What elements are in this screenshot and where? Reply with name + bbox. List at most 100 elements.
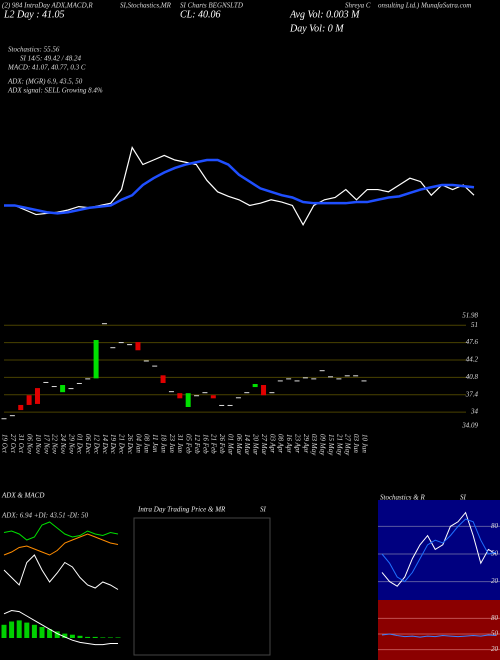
candle-body bbox=[118, 342, 124, 344]
candle-body bbox=[328, 376, 334, 378]
macd-bar bbox=[54, 631, 60, 638]
candle-body bbox=[311, 378, 317, 380]
x-tick-label: 22 Nov bbox=[51, 434, 59, 455]
candle-body bbox=[26, 395, 32, 405]
candle-body bbox=[194, 395, 200, 397]
x-tick-label: 09 May bbox=[319, 434, 327, 456]
macd-bar bbox=[107, 637, 113, 638]
macd-bar bbox=[39, 627, 45, 638]
macd-bar bbox=[77, 635, 83, 638]
min-label: 34.09 bbox=[461, 422, 478, 430]
x-tick-label: 16 Feb bbox=[201, 434, 209, 454]
x-tick-label: 27 Mar bbox=[260, 434, 268, 455]
candle-body bbox=[9, 415, 15, 417]
x-tick-label: 10 Jun bbox=[360, 434, 368, 453]
candle-body bbox=[68, 388, 74, 390]
candle-body bbox=[344, 375, 350, 377]
x-tick-label: 19 Oct bbox=[0, 434, 8, 454]
series-line bbox=[4, 145, 475, 227]
x-tick-label: 23 Jan bbox=[168, 434, 176, 453]
x-tick-label: 24 Nov bbox=[59, 434, 67, 455]
candle-body bbox=[286, 378, 292, 380]
header-text: SI Charts BEGNSLTD bbox=[180, 2, 243, 10]
macd-bar bbox=[24, 622, 30, 638]
macd-bar bbox=[100, 637, 106, 638]
candle-body bbox=[85, 378, 91, 380]
candle-body bbox=[294, 380, 300, 382]
series-line bbox=[381, 633, 497, 638]
stat-text: SI 14/5: 49.42 / 48.24 bbox=[20, 55, 82, 63]
series-line bbox=[3, 554, 119, 590]
x-tick-label: 14 Mar bbox=[243, 434, 251, 455]
candle-body bbox=[269, 392, 275, 394]
candle-body bbox=[319, 370, 325, 372]
macd-bar bbox=[1, 624, 7, 638]
panel-title: SI bbox=[260, 506, 267, 514]
x-tick-label: 17 Nov bbox=[42, 434, 50, 455]
close-price: CL: 40.06 bbox=[180, 9, 221, 20]
y-tick-label: 34 bbox=[470, 408, 479, 416]
header-text: onsulting Ltd.) MunafaSutra.com bbox=[378, 2, 471, 10]
series-line bbox=[4, 158, 475, 215]
candle-body bbox=[43, 381, 49, 383]
candle-body bbox=[143, 360, 149, 362]
panel-title: SI bbox=[460, 494, 467, 502]
x-tick-label: 31 Jan bbox=[176, 433, 184, 453]
macd-bar bbox=[62, 633, 68, 638]
candle-body bbox=[336, 378, 342, 380]
candle-body bbox=[168, 391, 174, 393]
y-tick-label: 40.8 bbox=[466, 373, 479, 381]
x-tick-label: 26 Feb bbox=[218, 434, 226, 454]
x-tick-label: 27 May bbox=[344, 434, 352, 456]
candle-body bbox=[101, 323, 107, 325]
x-tick-label: 03 Apr bbox=[268, 434, 276, 453]
series-line bbox=[3, 521, 119, 541]
avg-vol: Avg Vol: 0.003 M bbox=[289, 9, 360, 20]
day-range: L2 Day : 41.05 bbox=[3, 9, 65, 20]
macd-bar bbox=[47, 629, 53, 638]
max-label: 51.98 bbox=[462, 312, 478, 320]
y-tick-label: 50 bbox=[491, 630, 499, 638]
x-tick-label: 01 Dec bbox=[76, 434, 84, 455]
stats-text: ADX: 6.94 +DI: 43.51 -DI: 50 bbox=[1, 512, 89, 520]
y-tick-label: 80 bbox=[491, 522, 499, 530]
panel-title: Stochastics & R bbox=[380, 494, 425, 502]
panel-title: ADX & MACD bbox=[1, 492, 44, 500]
x-tick-label: 14 Dec bbox=[101, 434, 109, 455]
x-tick-label: 31 Oct bbox=[17, 433, 25, 454]
y-tick-label: 51 bbox=[471, 321, 478, 329]
macd-bar bbox=[85, 636, 91, 638]
macd-bar bbox=[31, 624, 37, 638]
candle-body bbox=[202, 392, 208, 394]
candle-body bbox=[361, 380, 367, 382]
x-tick-label: 15 May bbox=[327, 434, 335, 456]
candle-body bbox=[1, 418, 7, 420]
header-text: Shreya C bbox=[345, 2, 371, 10]
y-tick-label: 37.4 bbox=[465, 390, 479, 398]
series-line bbox=[3, 533, 119, 556]
x-tick-label: 23 Apr bbox=[293, 434, 301, 453]
x-tick-label: 18 Jan bbox=[159, 434, 167, 453]
x-tick-label: 26 Dec bbox=[126, 434, 134, 455]
x-tick-label: 11 Jan bbox=[151, 434, 159, 453]
candle-body bbox=[135, 342, 141, 351]
x-tick-label: 08 Jan bbox=[143, 434, 151, 453]
stat-text: ADX: (MGR) 6.9, 43.5, 50 bbox=[7, 78, 83, 86]
y-tick-label: 47.6 bbox=[466, 338, 479, 346]
candle-body bbox=[185, 393, 191, 407]
candle-body bbox=[127, 344, 133, 346]
header-text: SI,Stochastics,MR bbox=[120, 2, 172, 10]
candle-body bbox=[244, 392, 250, 394]
y-tick-label: 44.2 bbox=[466, 356, 479, 364]
header-text: (2) 984 IntraDay ADX,MACD,R bbox=[2, 2, 93, 10]
candle-body bbox=[18, 404, 24, 411]
x-tick-label: 19 Dec bbox=[109, 434, 117, 455]
day-vol: Day Vol: 0 M bbox=[289, 23, 344, 34]
x-tick-label: 27 Oct bbox=[9, 434, 17, 454]
x-tick-label: 03 Jun bbox=[352, 434, 360, 453]
panel-title: Intra Day Trading Price & MR bbox=[137, 506, 226, 514]
macd-bar bbox=[9, 621, 15, 638]
candle-body bbox=[177, 393, 183, 399]
candle-body bbox=[235, 397, 241, 399]
candle-body bbox=[227, 404, 233, 406]
